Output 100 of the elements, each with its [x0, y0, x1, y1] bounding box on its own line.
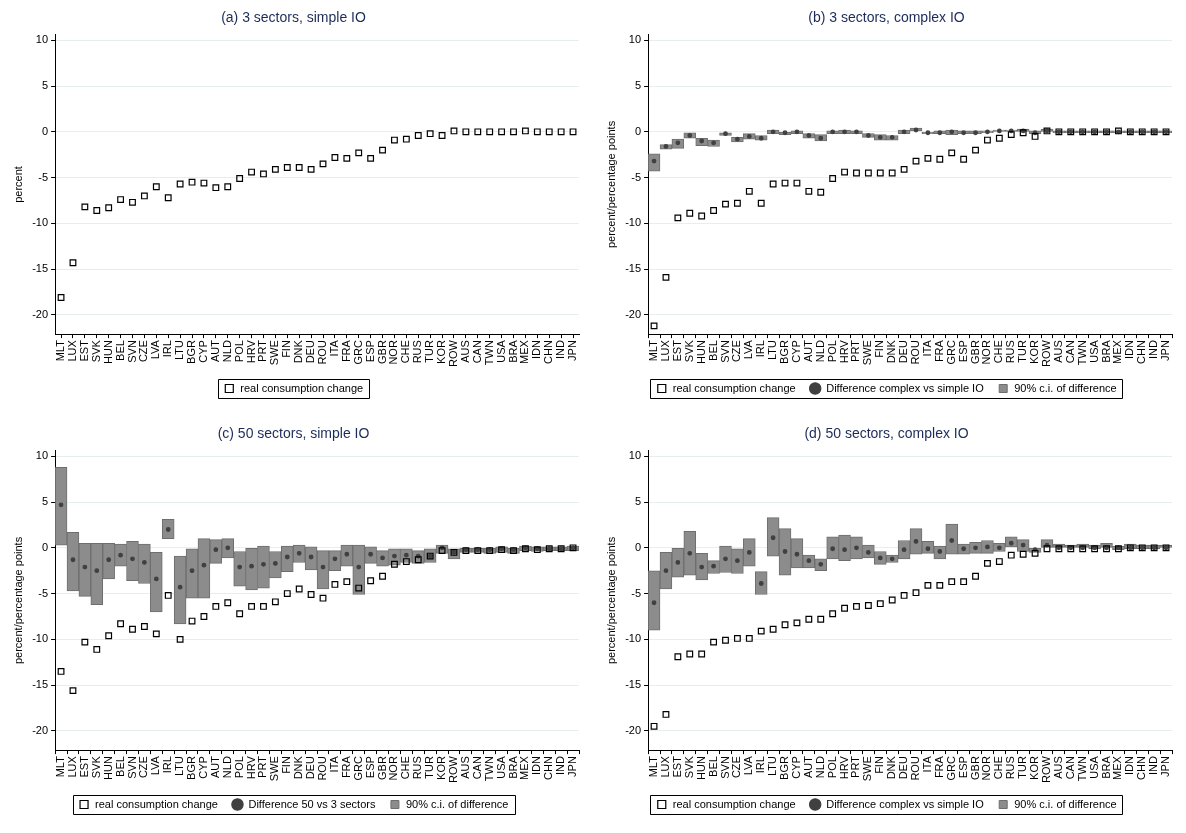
x-tick-label: BGR — [778, 340, 791, 364]
point — [93, 207, 101, 214]
x-tick-label: SVN — [718, 756, 731, 779]
point — [674, 653, 682, 661]
x-tick-label: DNK — [292, 339, 305, 364]
y-tick-label: 0 — [41, 540, 49, 553]
x-tick-label: LTU — [766, 340, 779, 361]
x-tick-label: POL — [232, 756, 245, 779]
x-tick-label: BRA — [1099, 755, 1112, 779]
x-tick-label: CAN — [470, 756, 483, 780]
point — [319, 594, 327, 602]
point — [650, 722, 658, 730]
x-tick-label: DEU — [304, 340, 317, 364]
x-tick-label: JPN — [566, 756, 579, 777]
point — [960, 578, 968, 586]
x-tick-label: BEL — [113, 756, 126, 777]
x-tick-label: IRL — [161, 756, 174, 774]
point — [331, 581, 339, 588]
x-tick-label: IND — [1147, 340, 1160, 360]
point — [367, 577, 375, 585]
x-tick-label: GRC — [351, 340, 364, 365]
x-tick-label: SVN — [125, 756, 138, 779]
x-tick-label: FIN — [280, 756, 293, 774]
x-tick-label: GRC — [944, 756, 957, 781]
x-tick-label: SVK — [682, 755, 695, 779]
x-tick-label: TUR — [1016, 340, 1029, 363]
x-tick-label: CZE — [730, 756, 743, 779]
y-tick-label: 5 — [41, 79, 49, 92]
x-tick-label: TWN — [1075, 340, 1088, 366]
point — [662, 710, 670, 718]
x-tick-label: IDN — [530, 340, 543, 360]
point — [81, 203, 89, 211]
x-tick-label: NOR — [387, 756, 400, 781]
point — [152, 183, 160, 191]
point — [224, 599, 232, 607]
point — [674, 214, 682, 222]
legend-label: Difference complex vs simple IO — [826, 797, 985, 810]
x-tick-label: ROU — [909, 340, 922, 365]
point — [841, 604, 848, 612]
x-tick-label: AUT — [208, 755, 221, 779]
point — [686, 650, 694, 658]
x-tick-label: HUN — [101, 340, 114, 364]
point — [402, 558, 410, 565]
x-tick-label: IDN — [1123, 756, 1136, 776]
x-tick-label: LVA — [742, 339, 755, 360]
y-axis-title: percent — [11, 166, 24, 203]
x-tick-label: BRA — [506, 755, 519, 779]
x-tick-label: TUR — [1016, 756, 1029, 779]
point — [188, 178, 196, 186]
point — [283, 164, 291, 171]
x-tick-label: KOR — [1028, 340, 1041, 364]
point — [662, 273, 670, 281]
x-tick-label: NOR — [980, 756, 993, 781]
point — [367, 154, 375, 162]
x-tick-label: ITA — [920, 339, 933, 357]
x-tick-label: CHN — [1135, 756, 1148, 780]
point — [972, 146, 979, 154]
x-tick-label: PRT — [256, 339, 269, 362]
x-tick-label: IRL — [754, 756, 767, 774]
point — [686, 209, 694, 217]
point — [805, 615, 813, 623]
point — [1019, 550, 1027, 558]
x-tick-label: ROW — [1040, 755, 1053, 784]
x-tick-label: IRL — [161, 340, 174, 358]
x-tick-label: AUS — [1051, 756, 1064, 779]
point — [462, 128, 470, 136]
y-tick-label: -10 — [625, 632, 642, 645]
x-tick-label: CYP — [789, 340, 802, 363]
y-tick-label: 10 — [628, 449, 642, 462]
x-tick-label: MEX — [1111, 339, 1124, 364]
y-tick-label: -15 — [32, 678, 49, 691]
x-tick-label: TUR — [423, 340, 436, 363]
x-tick-label: LTU — [766, 756, 779, 777]
legend-label: 90% c.i. of difference — [1014, 381, 1117, 394]
x-tick-label: DEU — [304, 756, 317, 780]
point — [140, 192, 148, 200]
x-tick-label: AUT — [801, 339, 814, 363]
y-tick-label: -15 — [625, 262, 642, 275]
x-tick-label: POL — [232, 340, 245, 363]
x-tick-label: RUS — [1004, 756, 1017, 780]
point — [212, 184, 220, 192]
x-tick-label: RUS — [411, 756, 424, 780]
y-tick-label: -5 — [38, 170, 49, 183]
point — [781, 621, 789, 629]
point — [521, 127, 529, 135]
x-tick-label: USA — [1087, 755, 1100, 779]
x-tick-label: TWN — [482, 756, 495, 782]
point — [343, 154, 351, 162]
point — [781, 179, 789, 187]
point — [248, 168, 255, 176]
x-tick-label: LVA — [149, 755, 162, 776]
x-tick-label: POL — [825, 340, 838, 363]
x-tick-label: BGR — [185, 756, 198, 780]
x-tick-label: IDN — [530, 756, 543, 776]
x-tick-label: NLD — [813, 340, 826, 363]
x-tick-label: MLT — [54, 755, 67, 778]
point — [984, 559, 991, 567]
x-tick-label: DEU — [897, 756, 910, 780]
x-tick-label: AUS — [458, 756, 471, 779]
y-tick-label: -10 — [625, 216, 642, 229]
